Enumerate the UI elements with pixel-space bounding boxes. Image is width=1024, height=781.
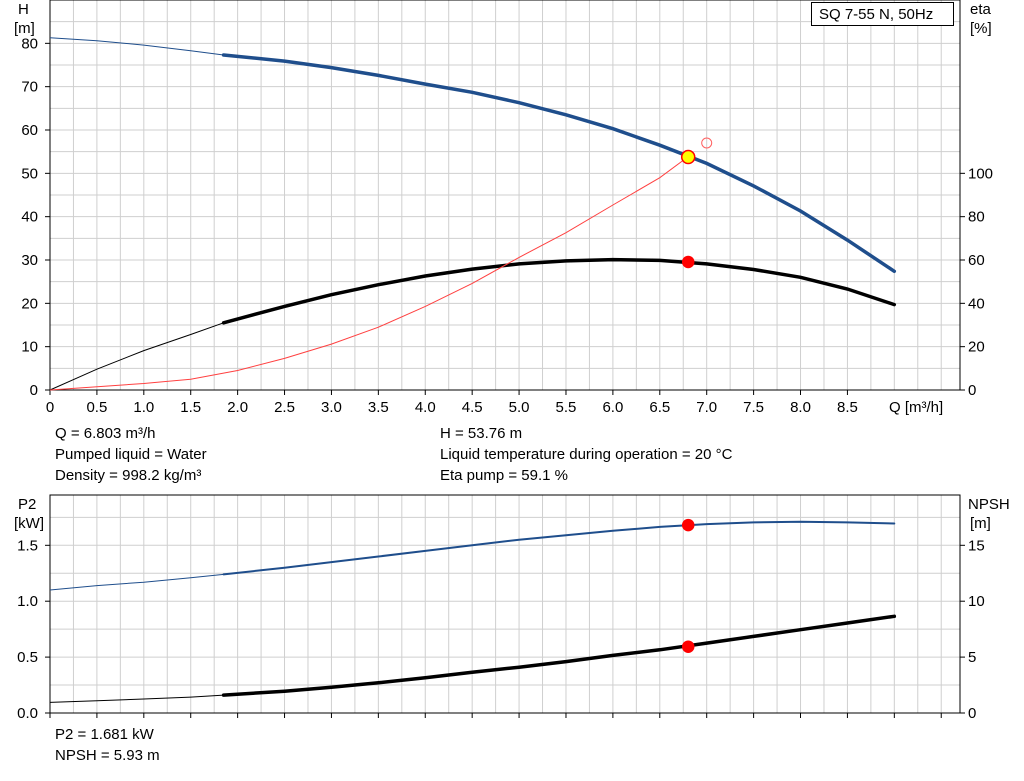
info-h: H = 53.76 m <box>440 425 523 442</box>
panel-1 <box>45 0 965 395</box>
y-tick-label-left: 0.0 <box>17 705 38 722</box>
duty-point-marker <box>701 137 713 149</box>
y-tick-label-left: 10 <box>21 339 38 356</box>
x-tick-label: 6.0 <box>602 399 623 416</box>
panel-2 <box>45 494 965 718</box>
info-density: Density = 998.2 kg/m³ <box>55 467 202 484</box>
x-tick-label: 4.0 <box>415 399 436 416</box>
y-axis-title-left: H <box>18 1 29 18</box>
y-tick-label-right: 100 <box>968 165 993 182</box>
info-q: Q = 6.803 m³/h <box>55 425 156 442</box>
series-line-3 <box>49 156 689 391</box>
x-tick-label: 4.5 <box>462 399 483 416</box>
x-tick-label: 2.0 <box>227 399 248 416</box>
y-tick-label-right: 5 <box>968 649 976 666</box>
info-block-right: H = 53.76 m Liquid temperature during op… <box>440 423 732 486</box>
y-tick-label-right: 0 <box>968 382 976 399</box>
x-tick-label: 1.5 <box>180 399 201 416</box>
duty-point-marker <box>681 640 695 653</box>
x-tick-label: 8.0 <box>790 399 811 416</box>
y-tick-label-left: 1.0 <box>17 593 38 610</box>
series-line-2-extended <box>49 322 224 391</box>
x-tick-label: 7.0 <box>696 399 717 416</box>
series-line-1-extended <box>49 573 224 591</box>
info-eta: Eta pump = 59.1 % <box>440 467 568 484</box>
chart-title-box: SQ 7-55 N, 50Hz <box>811 2 954 26</box>
y-tick-label-left: 20 <box>21 295 38 312</box>
series-line-1 <box>222 520 896 576</box>
x-tick-label: 8.5 <box>837 399 858 416</box>
y-tick-label-right: 60 <box>968 252 985 269</box>
x-tick-label: 7.5 <box>743 399 764 416</box>
y-tick-label-left: 0.5 <box>17 649 38 666</box>
y-tick-label-left: 0 <box>30 382 38 399</box>
series-line-2-extended <box>49 694 224 703</box>
series-line-1-extended <box>49 37 224 56</box>
y-axis-title-right: [%] <box>970 20 992 37</box>
x-tick-label: 1.0 <box>133 399 154 416</box>
y-tick-label-left: 60 <box>21 122 38 139</box>
chart-title: SQ 7-55 N, 50Hz <box>819 6 934 23</box>
x-tick-label: 5.0 <box>509 399 530 416</box>
series-line-2 <box>221 257 897 325</box>
series-line-1 <box>221 53 897 274</box>
y-tick-label-right: 40 <box>968 295 985 312</box>
y-tick-label-left: 80 <box>21 35 38 52</box>
info-temperature: Liquid temperature during operation = 20… <box>440 446 733 463</box>
y-tick-label-right: 15 <box>968 537 985 554</box>
x-tick-label: 3.0 <box>321 399 342 416</box>
x-tick-label: 0.5 <box>86 399 107 416</box>
duty-point-marker <box>681 255 695 269</box>
y-axis-title-left: [m] <box>14 20 35 37</box>
info-npsh: NPSH = 5.93 m <box>55 747 160 764</box>
x-tick-label: 0 <box>46 399 54 416</box>
y-tick-label-right: 20 <box>968 339 985 356</box>
x-tick-label: 3.5 <box>368 399 389 416</box>
y-axis-title-right: eta <box>970 1 992 18</box>
info-liquid: Pumped liquid = Water <box>55 446 207 463</box>
x-tick-label: 2.5 <box>274 399 295 416</box>
y-tick-label-left: 40 <box>21 209 38 226</box>
duty-point-marker <box>680 149 696 165</box>
plot-frame <box>49 494 961 714</box>
y-tick-label-right: 80 <box>968 209 985 226</box>
y-tick-label-left: 70 <box>21 79 38 96</box>
y-axis-title-right: NPSH <box>968 496 1010 513</box>
info-block-left: Q = 6.803 m³/h Pumped liquid = Water Den… <box>55 423 207 486</box>
info-p2: P2 = 1.681 kW <box>55 726 154 743</box>
y-axis-title-left: P2 <box>18 496 36 513</box>
y-tick-label-right: 0 <box>968 705 976 722</box>
info-block-bottom: P2 = 1.681 kW NPSH = 5.93 m <box>55 724 160 766</box>
y-tick-label-left: 50 <box>21 165 38 182</box>
y-axis-title-right: [m] <box>970 515 991 532</box>
plot-frame <box>49 0 961 391</box>
x-tick-label: 6.5 <box>649 399 670 416</box>
x-tick-label: 5.5 <box>556 399 577 416</box>
y-axis-title-left: [kW] <box>14 515 44 532</box>
duty-point-marker <box>681 518 695 532</box>
y-tick-label-left: 30 <box>21 252 38 269</box>
series-line-2 <box>221 614 897 697</box>
y-tick-label-right: 10 <box>968 593 985 610</box>
x-axis-title: Q [m³/h] <box>889 399 943 416</box>
y-tick-label-left: 1.5 <box>17 537 38 554</box>
